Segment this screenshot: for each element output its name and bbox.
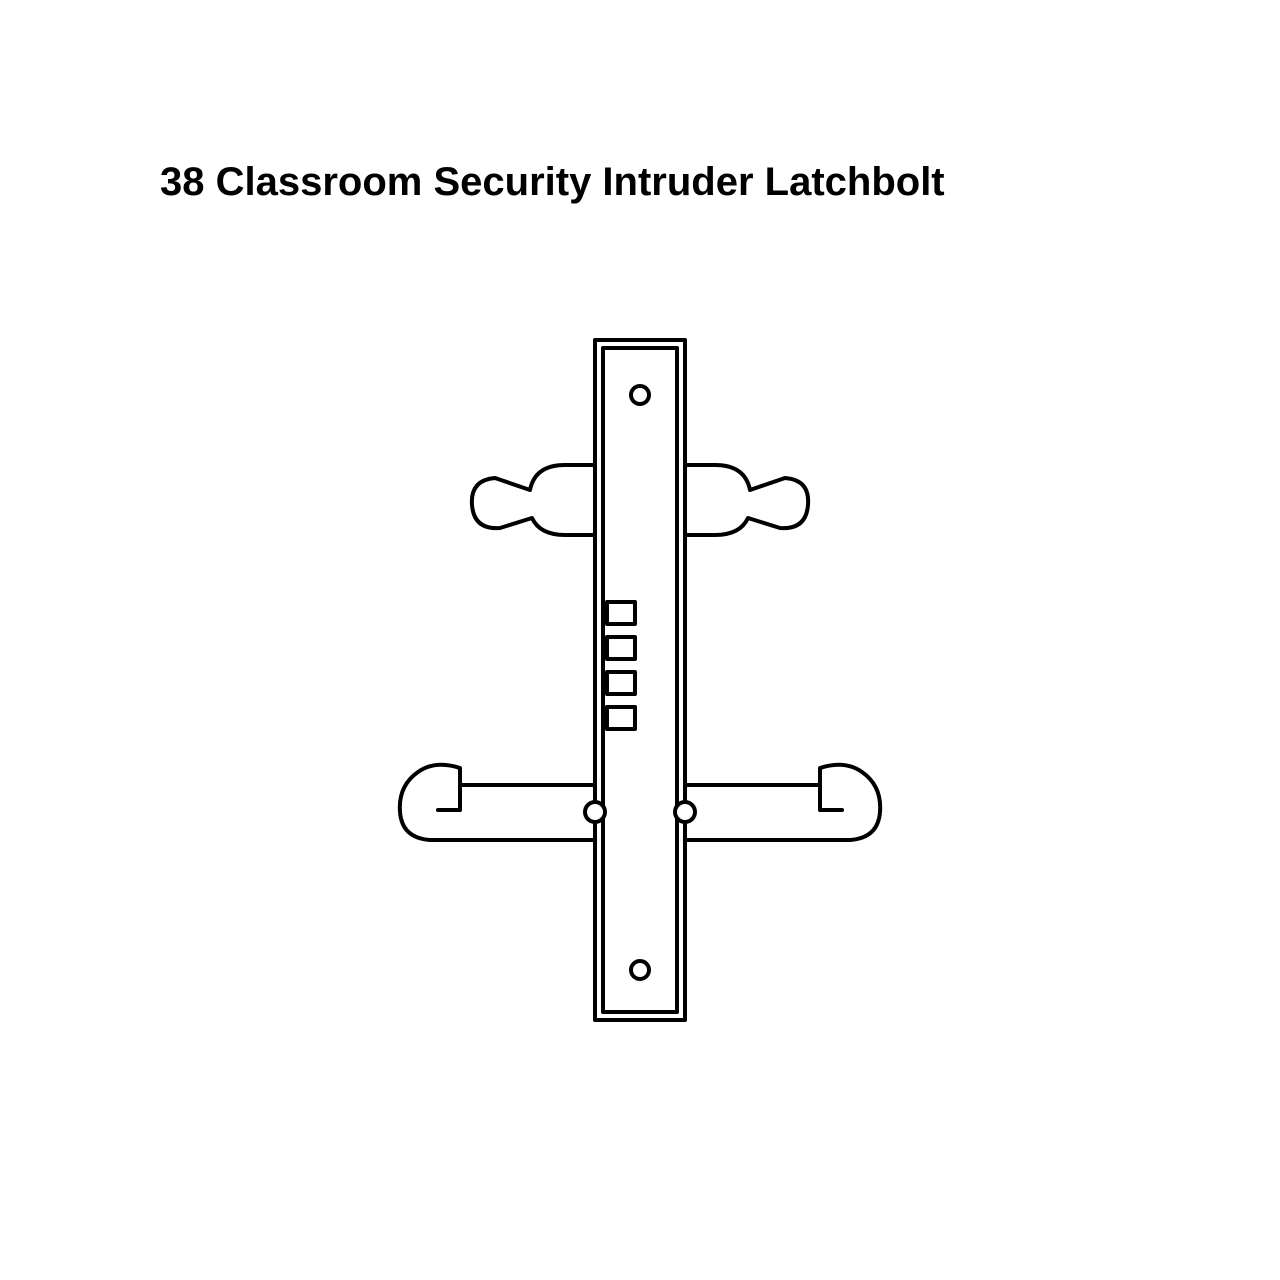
screw-hole-bottom xyxy=(631,961,649,979)
lever-collar-right xyxy=(675,802,695,822)
latch-slot-3 xyxy=(607,672,635,694)
latch-slot-2 xyxy=(607,637,635,659)
screw-hole-top xyxy=(631,386,649,404)
latch-slot-1 xyxy=(607,602,635,624)
lever-left xyxy=(400,765,603,840)
cylinder-right xyxy=(677,465,808,535)
latchbolt-diagram xyxy=(340,320,940,1040)
page-title: 38 Classroom Security Intruder Latchbolt xyxy=(160,160,945,205)
lever-right xyxy=(677,765,880,840)
lever-collar-left xyxy=(585,802,605,822)
latch-slot-4 xyxy=(607,707,635,729)
cylinder-left xyxy=(472,465,603,535)
